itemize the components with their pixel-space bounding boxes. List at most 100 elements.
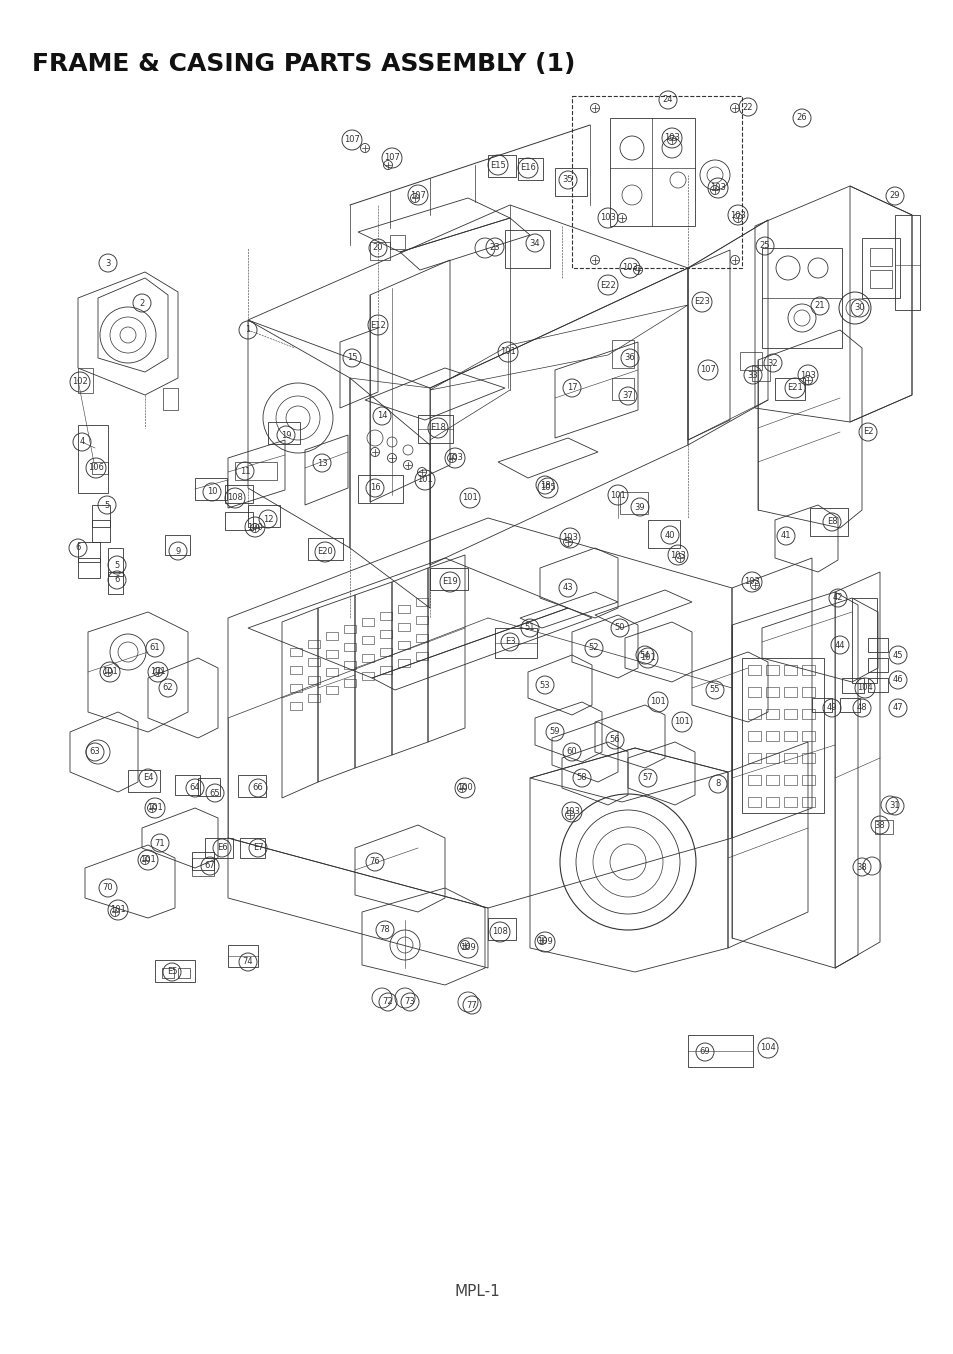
Text: 8: 8 xyxy=(715,780,720,788)
Text: 104: 104 xyxy=(760,1044,775,1052)
Bar xyxy=(128,770,160,792)
Text: 40: 40 xyxy=(664,531,675,539)
Bar xyxy=(361,672,374,680)
Bar xyxy=(783,798,796,807)
Bar xyxy=(91,462,108,474)
Bar xyxy=(357,475,402,502)
Text: 107: 107 xyxy=(344,135,359,145)
Text: 103: 103 xyxy=(563,807,579,816)
Bar xyxy=(344,643,355,651)
Bar xyxy=(237,774,266,798)
Bar xyxy=(811,699,831,712)
Bar xyxy=(647,520,679,548)
Bar xyxy=(162,968,173,978)
Text: 22: 22 xyxy=(742,103,753,111)
Text: 43: 43 xyxy=(562,584,573,593)
Text: 46: 46 xyxy=(892,676,902,685)
Text: 48: 48 xyxy=(856,704,866,712)
Bar xyxy=(619,492,647,515)
Bar xyxy=(379,612,392,620)
Text: 39: 39 xyxy=(634,502,644,512)
Bar xyxy=(192,858,213,876)
Bar xyxy=(430,567,468,590)
Bar xyxy=(783,709,796,719)
Bar xyxy=(165,535,190,555)
Bar xyxy=(740,352,761,370)
Text: 102: 102 xyxy=(72,378,88,386)
Text: 106: 106 xyxy=(88,463,104,473)
Text: 76: 76 xyxy=(369,857,380,867)
Text: 26: 26 xyxy=(796,114,806,122)
Text: 66: 66 xyxy=(253,784,263,792)
Text: 101: 101 xyxy=(102,668,118,677)
Bar xyxy=(344,626,355,634)
Text: 20: 20 xyxy=(373,244,383,252)
Text: E7: E7 xyxy=(253,844,263,853)
Bar xyxy=(612,340,634,368)
Text: 50: 50 xyxy=(614,623,624,632)
Text: 100: 100 xyxy=(456,784,473,792)
Bar xyxy=(747,709,760,719)
Bar xyxy=(488,154,516,177)
Text: 9: 9 xyxy=(175,547,180,555)
Bar xyxy=(379,630,392,638)
Text: 17: 17 xyxy=(566,383,577,393)
Text: 6: 6 xyxy=(75,543,81,552)
Text: 107: 107 xyxy=(410,191,425,199)
Text: 10: 10 xyxy=(207,487,217,497)
Text: 4: 4 xyxy=(79,437,85,447)
Bar xyxy=(108,548,123,575)
Text: 24: 24 xyxy=(662,96,673,104)
Text: E15: E15 xyxy=(490,161,505,169)
Bar xyxy=(308,676,319,684)
Bar xyxy=(801,731,814,741)
Bar xyxy=(869,248,891,265)
Bar xyxy=(370,242,390,260)
Bar xyxy=(774,378,804,399)
Text: 35: 35 xyxy=(562,176,573,184)
Bar xyxy=(290,666,302,674)
Bar xyxy=(416,634,428,642)
Text: 70: 70 xyxy=(103,884,113,892)
Bar xyxy=(867,678,887,692)
Bar xyxy=(751,366,769,380)
Text: 15: 15 xyxy=(346,353,356,363)
Text: 60: 60 xyxy=(566,747,577,757)
Text: 101: 101 xyxy=(649,697,665,707)
Text: 42: 42 xyxy=(832,593,842,603)
Bar xyxy=(765,798,779,807)
Text: 103: 103 xyxy=(800,371,815,379)
Text: 38: 38 xyxy=(874,821,884,830)
Text: 5: 5 xyxy=(104,501,110,509)
Bar xyxy=(416,598,428,607)
Text: E18: E18 xyxy=(430,424,445,432)
Text: 103: 103 xyxy=(447,454,462,463)
Text: 29: 29 xyxy=(889,191,900,200)
Bar xyxy=(867,638,887,653)
Bar xyxy=(154,960,194,982)
Bar xyxy=(841,678,863,693)
Bar xyxy=(344,678,355,686)
Text: 72: 72 xyxy=(382,998,393,1006)
Text: 109: 109 xyxy=(537,937,553,946)
Text: 103: 103 xyxy=(729,210,745,219)
Text: E4: E4 xyxy=(143,773,153,783)
Bar xyxy=(78,425,108,493)
Bar xyxy=(397,623,410,631)
Text: 105: 105 xyxy=(539,483,556,493)
Text: 103: 103 xyxy=(663,134,679,142)
Bar xyxy=(783,665,796,676)
Bar xyxy=(240,838,265,858)
Bar xyxy=(801,798,814,807)
Bar xyxy=(747,753,760,764)
Bar xyxy=(361,617,374,626)
Text: 74: 74 xyxy=(242,957,253,967)
Text: 57: 57 xyxy=(642,773,653,783)
Bar xyxy=(225,512,253,529)
Text: 104: 104 xyxy=(856,684,872,692)
Bar xyxy=(326,668,337,676)
Text: MPL-1: MPL-1 xyxy=(454,1285,499,1300)
Bar xyxy=(397,605,410,613)
Bar xyxy=(801,753,814,764)
Text: 38: 38 xyxy=(856,862,866,872)
